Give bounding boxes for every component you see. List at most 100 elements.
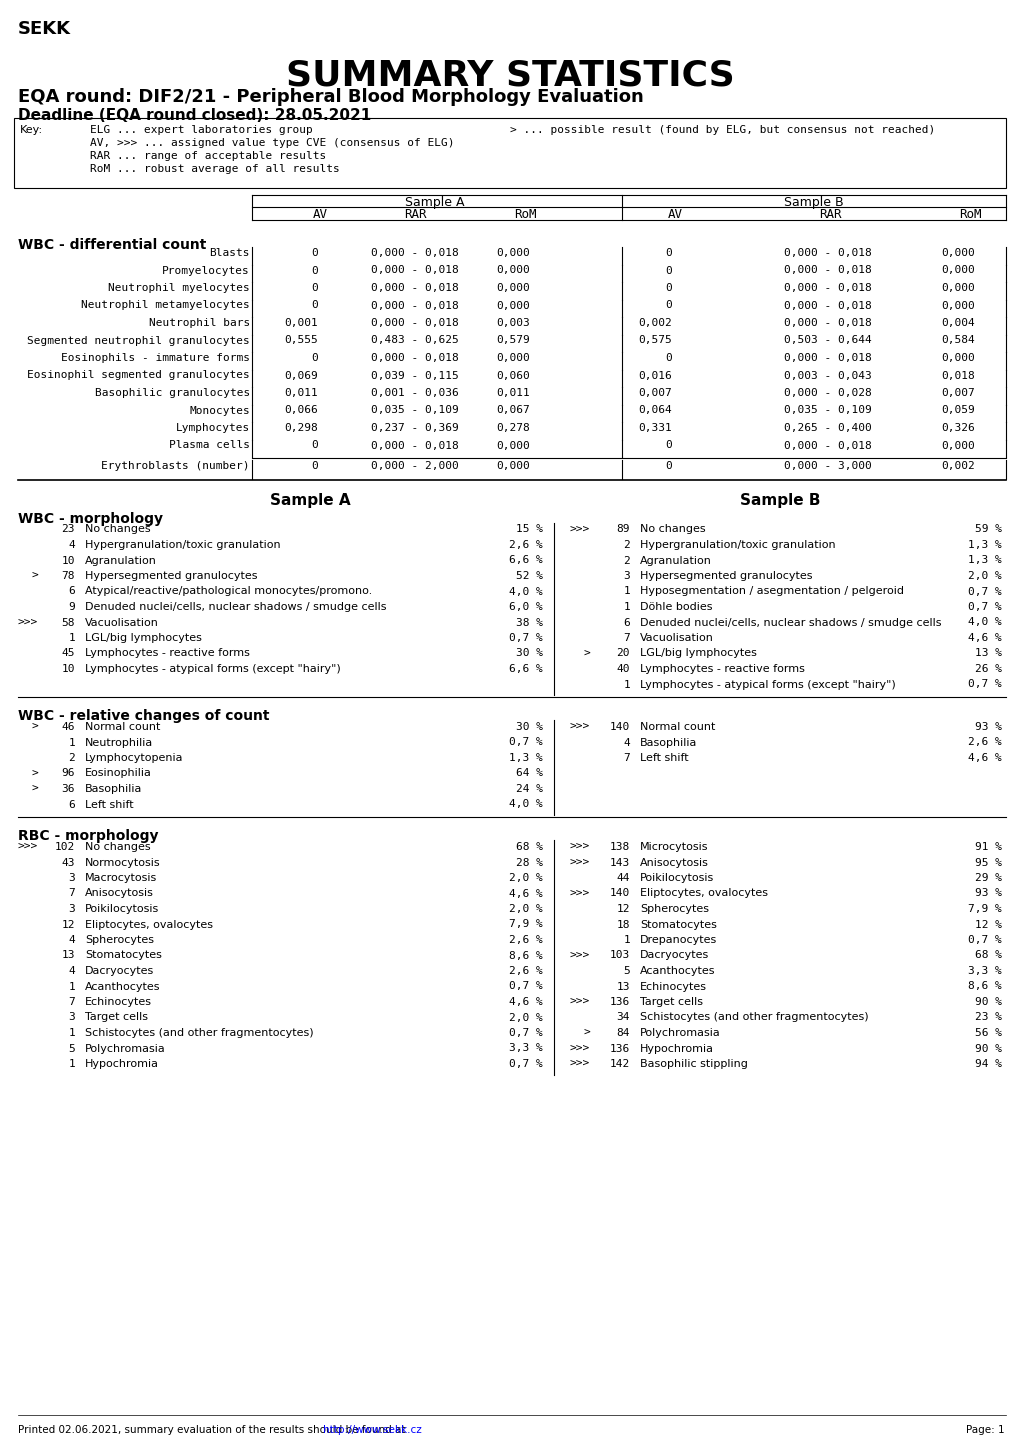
Text: 36: 36 <box>61 784 75 794</box>
Text: 8,6 %: 8,6 % <box>967 981 1001 991</box>
Text: 6,6 %: 6,6 % <box>508 664 542 674</box>
Text: Drepanocytes: Drepanocytes <box>639 935 716 945</box>
Text: 30 %: 30 % <box>516 648 542 658</box>
Text: Neutrophil myelocytes: Neutrophil myelocytes <box>108 283 250 293</box>
Text: 0,007: 0,007 <box>638 388 672 398</box>
Text: 0,000 - 0,018: 0,000 - 0,018 <box>784 440 871 450</box>
Text: 0,298: 0,298 <box>284 423 318 433</box>
Text: >>>: >>> <box>570 722 589 732</box>
Text: 0,004: 0,004 <box>941 317 974 328</box>
Text: Döhle bodies: Döhle bodies <box>639 602 712 612</box>
Text: 2,6 %: 2,6 % <box>508 935 542 945</box>
Text: 0,000 - 2,000: 0,000 - 2,000 <box>371 460 459 470</box>
Text: Lymphocytes: Lymphocytes <box>175 423 250 433</box>
Text: 84: 84 <box>615 1027 630 1038</box>
Text: 0,000: 0,000 <box>496 266 530 276</box>
Text: Basophilic stippling: Basophilic stippling <box>639 1059 747 1069</box>
Text: 4: 4 <box>68 965 75 975</box>
Text: Echinocytes: Echinocytes <box>639 981 706 991</box>
Text: Hypersegmented granulocytes: Hypersegmented granulocytes <box>639 571 812 582</box>
Text: 0,060: 0,060 <box>496 371 530 381</box>
Text: Normal count: Normal count <box>639 722 714 732</box>
Text: 140: 140 <box>609 722 630 732</box>
Text: 0,000: 0,000 <box>496 283 530 293</box>
Text: Target cells: Target cells <box>639 997 702 1007</box>
Text: Normal count: Normal count <box>85 722 160 732</box>
Text: 0,011: 0,011 <box>496 388 530 398</box>
Text: 0,000 - 0,018: 0,000 - 0,018 <box>784 248 871 258</box>
Text: 0,002: 0,002 <box>941 460 974 470</box>
Text: Erythroblasts (number): Erythroblasts (number) <box>102 460 250 470</box>
Text: Plasma cells: Plasma cells <box>169 440 250 450</box>
Text: 0,000 - 0,018: 0,000 - 0,018 <box>784 300 871 310</box>
Text: 10: 10 <box>61 664 75 674</box>
Text: Deadline (EQA round closed): 28.05.2021: Deadline (EQA round closed): 28.05.2021 <box>18 108 371 123</box>
Text: 3: 3 <box>68 903 75 913</box>
Text: 2,0 %: 2,0 % <box>508 903 542 913</box>
Text: Lymphocytes - reactive forms: Lymphocytes - reactive forms <box>639 664 804 674</box>
Text: Neutrophilia: Neutrophilia <box>85 737 153 747</box>
Text: >>>: >>> <box>570 524 589 534</box>
Text: 1: 1 <box>68 633 75 644</box>
Text: >>>: >>> <box>17 843 38 851</box>
Text: >: > <box>32 769 38 779</box>
Text: 0,000 - 0,018: 0,000 - 0,018 <box>784 283 871 293</box>
Text: 0,003: 0,003 <box>496 317 530 328</box>
Text: 12 %: 12 % <box>974 919 1001 929</box>
Text: 0,575: 0,575 <box>638 336 672 345</box>
Text: 0,000: 0,000 <box>496 354 530 364</box>
Text: >: > <box>32 784 38 794</box>
Text: Sample B: Sample B <box>739 494 819 508</box>
Text: >>>: >>> <box>17 618 38 628</box>
Text: 0: 0 <box>311 300 318 310</box>
Text: 46: 46 <box>61 722 75 732</box>
Text: Basophilia: Basophilia <box>639 737 697 747</box>
Text: 0,069: 0,069 <box>284 371 318 381</box>
Text: 4: 4 <box>623 737 630 747</box>
Text: RAR ... range of acceptable results: RAR ... range of acceptable results <box>90 152 326 162</box>
Text: 1: 1 <box>623 935 630 945</box>
Text: 0,000 - 0,018: 0,000 - 0,018 <box>784 317 871 328</box>
Text: Macrocytosis: Macrocytosis <box>85 873 157 883</box>
Text: Basophilic granulocytes: Basophilic granulocytes <box>95 388 250 398</box>
Text: 28 %: 28 % <box>516 857 542 867</box>
Text: 0,002: 0,002 <box>638 317 672 328</box>
Text: 91 %: 91 % <box>974 843 1001 851</box>
Text: 3: 3 <box>68 1013 75 1023</box>
Text: 1,3 %: 1,3 % <box>967 556 1001 566</box>
Text: 44: 44 <box>615 873 630 883</box>
Text: 6: 6 <box>68 799 75 810</box>
Text: Acanthocytes: Acanthocytes <box>639 965 714 975</box>
Text: 0,035 - 0,109: 0,035 - 0,109 <box>371 405 459 416</box>
Text: WBC - differential count: WBC - differential count <box>18 238 206 253</box>
Text: Hyposegmentation / asegmentation / pelgeroid: Hyposegmentation / asegmentation / pelge… <box>639 586 903 596</box>
Text: 0,067: 0,067 <box>496 405 530 416</box>
Text: 0,000 - 0,028: 0,000 - 0,028 <box>784 388 871 398</box>
Text: Schistocytes (and other fragmentocytes): Schistocytes (and other fragmentocytes) <box>639 1013 868 1023</box>
Text: 23: 23 <box>61 524 75 534</box>
Text: 4,0 %: 4,0 % <box>967 618 1001 628</box>
Text: 0,000: 0,000 <box>941 354 974 364</box>
Text: 1: 1 <box>68 981 75 991</box>
Text: 12: 12 <box>615 903 630 913</box>
Text: 18: 18 <box>615 919 630 929</box>
Text: >>>: >>> <box>570 1059 589 1069</box>
Text: 40: 40 <box>615 664 630 674</box>
Text: 0,7 %: 0,7 % <box>508 1027 542 1038</box>
Text: Agranulation: Agranulation <box>639 556 711 566</box>
Text: ELG ... expert laboratories group: ELG ... expert laboratories group <box>90 126 313 136</box>
Text: 15 %: 15 % <box>516 524 542 534</box>
Text: 59 %: 59 % <box>974 524 1001 534</box>
Text: Lymphocytes - atypical forms (except "hairy"): Lymphocytes - atypical forms (except "ha… <box>639 680 895 690</box>
Text: Poikilocytosis: Poikilocytosis <box>85 903 159 913</box>
Text: 3: 3 <box>623 571 630 582</box>
Text: 64 %: 64 % <box>516 769 542 779</box>
Text: Stomatocytes: Stomatocytes <box>85 951 162 961</box>
Text: Vacuolisation: Vacuolisation <box>85 618 159 628</box>
Text: 1: 1 <box>68 737 75 747</box>
Text: 0: 0 <box>311 460 318 470</box>
Text: >: > <box>583 648 589 658</box>
Text: 0,001 - 0,036: 0,001 - 0,036 <box>371 388 459 398</box>
Text: Poikilocytosis: Poikilocytosis <box>639 873 713 883</box>
Text: 1: 1 <box>623 586 630 596</box>
